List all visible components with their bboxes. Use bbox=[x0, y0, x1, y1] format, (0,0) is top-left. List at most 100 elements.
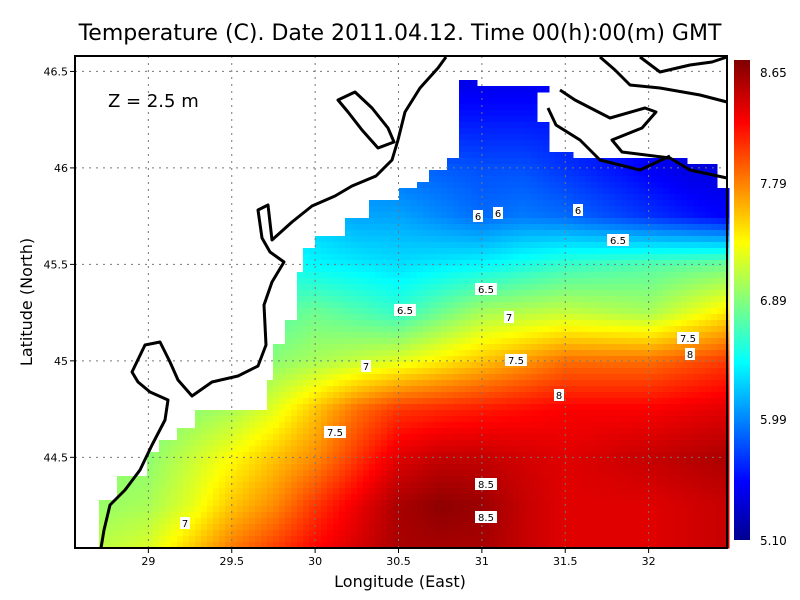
heatmap-cell bbox=[525, 98, 532, 105]
heatmap-cell bbox=[525, 464, 532, 471]
heatmap-cell bbox=[465, 434, 472, 441]
heatmap-cell bbox=[621, 212, 628, 219]
heatmap-cell bbox=[687, 392, 694, 399]
heatmap-cell bbox=[375, 332, 382, 339]
heatmap-cell bbox=[675, 212, 682, 219]
heatmap-cell bbox=[675, 260, 682, 267]
heatmap-cell bbox=[351, 266, 358, 273]
heatmap-cell bbox=[321, 398, 328, 405]
heatmap-cell bbox=[417, 212, 424, 219]
heatmap-cell bbox=[189, 482, 196, 489]
heatmap-cell bbox=[315, 350, 322, 357]
heatmap-cell bbox=[651, 272, 658, 279]
heatmap-cell bbox=[489, 152, 496, 159]
heatmap-cell bbox=[327, 260, 334, 267]
heatmap-cell bbox=[579, 236, 586, 243]
heatmap-cell bbox=[561, 428, 568, 435]
heatmap-cell bbox=[333, 446, 340, 453]
heatmap-cell bbox=[579, 440, 586, 447]
heatmap-cell bbox=[273, 416, 280, 423]
heatmap-cell bbox=[381, 308, 388, 315]
heatmap-cell bbox=[483, 362, 490, 369]
heatmap-cell bbox=[633, 308, 640, 315]
heatmap-cell bbox=[357, 422, 364, 429]
heatmap-cell bbox=[663, 254, 670, 261]
heatmap-cell bbox=[501, 176, 508, 183]
heatmap-cell bbox=[591, 320, 598, 327]
heatmap-cell bbox=[639, 368, 646, 375]
heatmap-cell bbox=[465, 410, 472, 417]
heatmap-cell bbox=[471, 332, 478, 339]
heatmap-cell bbox=[687, 266, 694, 273]
heatmap-cell bbox=[717, 392, 724, 399]
heatmap-cell bbox=[717, 494, 724, 501]
heatmap-cell bbox=[675, 302, 682, 309]
heatmap-cell bbox=[411, 524, 418, 531]
heatmap-cell bbox=[561, 350, 568, 357]
heatmap-cell bbox=[687, 164, 694, 171]
heatmap-cell bbox=[531, 434, 538, 441]
heatmap-cell bbox=[315, 236, 322, 243]
heatmap-cell bbox=[507, 392, 514, 399]
heatmap-cell bbox=[597, 452, 604, 459]
heatmap-cell bbox=[393, 290, 400, 297]
heatmap-cell bbox=[573, 458, 580, 465]
heatmap-cell bbox=[405, 428, 412, 435]
heatmap-cell bbox=[141, 500, 148, 507]
heatmap-cell bbox=[357, 446, 364, 453]
heatmap-cell bbox=[285, 380, 292, 387]
heatmap-cell bbox=[555, 458, 562, 465]
heatmap-cell bbox=[471, 164, 478, 171]
heatmap-cell bbox=[507, 452, 514, 459]
heatmap-cell bbox=[369, 392, 376, 399]
heatmap-cell bbox=[669, 362, 676, 369]
heatmap-cell bbox=[411, 422, 418, 429]
heatmap-cell bbox=[465, 368, 472, 375]
heatmap-cell bbox=[171, 518, 178, 525]
heatmap-cell bbox=[633, 392, 640, 399]
heatmap-cell bbox=[573, 170, 580, 177]
heatmap-cell bbox=[189, 512, 196, 519]
heatmap-cell bbox=[525, 272, 532, 279]
heatmap-cell bbox=[519, 368, 526, 375]
heatmap-cell bbox=[639, 380, 646, 387]
heatmap-cell bbox=[501, 158, 508, 165]
heatmap-cell bbox=[177, 482, 184, 489]
heatmap-cell bbox=[603, 458, 610, 465]
heatmap-cell bbox=[459, 218, 466, 225]
heatmap-cell bbox=[651, 470, 658, 477]
heatmap-cell bbox=[711, 494, 718, 501]
heatmap-cell bbox=[507, 266, 514, 273]
heatmap-cell bbox=[705, 482, 712, 489]
heatmap-cell bbox=[531, 344, 538, 351]
heatmap-cell bbox=[699, 464, 706, 471]
heatmap-cell bbox=[573, 338, 580, 345]
heatmap-cell bbox=[669, 404, 676, 411]
heatmap-cell bbox=[525, 140, 532, 147]
heatmap-cell bbox=[699, 380, 706, 387]
heatmap-cell bbox=[639, 338, 646, 345]
heatmap-cell bbox=[399, 260, 406, 267]
heatmap-cell bbox=[375, 230, 382, 237]
heatmap-cell bbox=[513, 296, 520, 303]
heatmap-cell bbox=[297, 284, 304, 291]
heatmap-cell bbox=[609, 470, 616, 477]
heatmap-cell bbox=[117, 518, 124, 525]
heatmap-cell bbox=[453, 320, 460, 327]
heatmap-cell bbox=[549, 440, 556, 447]
heatmap-cell bbox=[273, 518, 280, 525]
heatmap-cell bbox=[603, 182, 610, 189]
heatmap-cell bbox=[513, 422, 520, 429]
heatmap-cell bbox=[399, 254, 406, 261]
heatmap-cell bbox=[387, 218, 394, 225]
heatmap-cell bbox=[189, 524, 196, 531]
heatmap-cell bbox=[321, 266, 328, 273]
heatmap-cell bbox=[711, 224, 718, 231]
heatmap-cell bbox=[471, 170, 478, 177]
heatmap-cell bbox=[687, 452, 694, 459]
heatmap-cell bbox=[471, 230, 478, 237]
heatmap-cell bbox=[711, 260, 718, 267]
heatmap-cell bbox=[549, 266, 556, 273]
heatmap-cell bbox=[633, 248, 640, 255]
heatmap-cell bbox=[597, 320, 604, 327]
